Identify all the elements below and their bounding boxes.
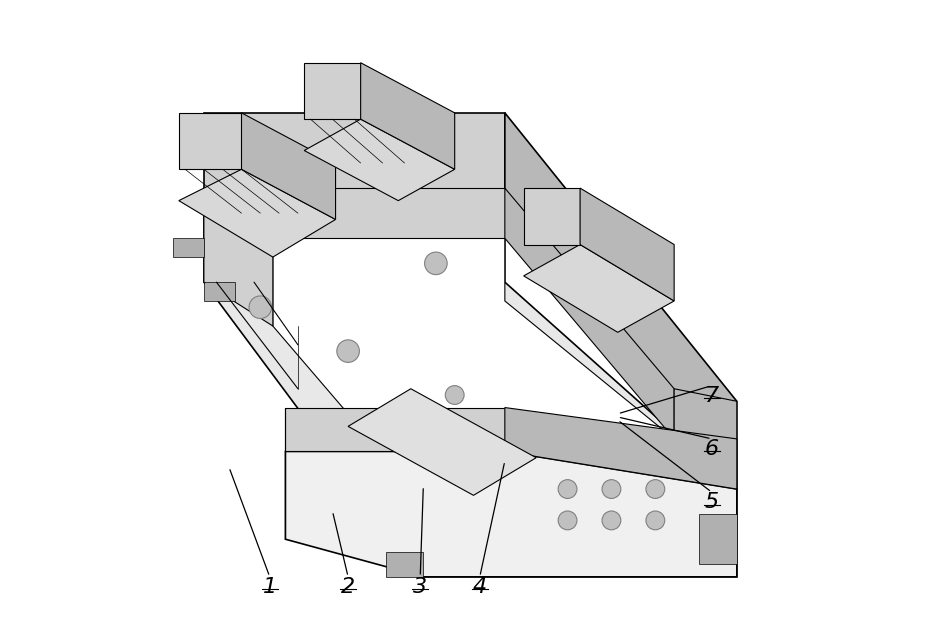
- Polygon shape: [361, 63, 455, 169]
- Polygon shape: [204, 201, 273, 326]
- Polygon shape: [385, 552, 423, 577]
- Polygon shape: [273, 238, 674, 502]
- Circle shape: [249, 296, 272, 319]
- Circle shape: [646, 480, 665, 498]
- Polygon shape: [273, 188, 505, 238]
- Polygon shape: [505, 113, 737, 489]
- Text: 7: 7: [705, 386, 719, 406]
- Polygon shape: [179, 113, 241, 169]
- Polygon shape: [674, 389, 737, 489]
- Polygon shape: [699, 514, 737, 564]
- Polygon shape: [304, 63, 361, 119]
- Polygon shape: [241, 113, 335, 219]
- Circle shape: [558, 511, 577, 530]
- Text: 6: 6: [705, 439, 719, 459]
- Polygon shape: [505, 408, 737, 489]
- Text: 1: 1: [262, 577, 277, 597]
- Circle shape: [602, 480, 621, 498]
- Polygon shape: [179, 169, 335, 257]
- Polygon shape: [204, 201, 737, 577]
- Text: 4: 4: [473, 577, 487, 597]
- Polygon shape: [524, 188, 581, 245]
- Polygon shape: [348, 389, 536, 495]
- Circle shape: [646, 511, 665, 530]
- Circle shape: [337, 340, 359, 362]
- Polygon shape: [524, 245, 674, 332]
- Circle shape: [558, 480, 577, 498]
- Circle shape: [445, 386, 464, 404]
- Polygon shape: [285, 451, 737, 577]
- Polygon shape: [204, 282, 235, 301]
- Polygon shape: [505, 188, 674, 439]
- Text: 2: 2: [341, 577, 355, 597]
- Circle shape: [424, 252, 447, 275]
- Polygon shape: [285, 408, 505, 451]
- Circle shape: [602, 511, 621, 530]
- Text: 3: 3: [413, 577, 427, 597]
- Text: 5: 5: [705, 492, 719, 512]
- Polygon shape: [581, 188, 674, 301]
- Polygon shape: [304, 119, 455, 201]
- Polygon shape: [204, 113, 505, 201]
- Polygon shape: [172, 238, 204, 257]
